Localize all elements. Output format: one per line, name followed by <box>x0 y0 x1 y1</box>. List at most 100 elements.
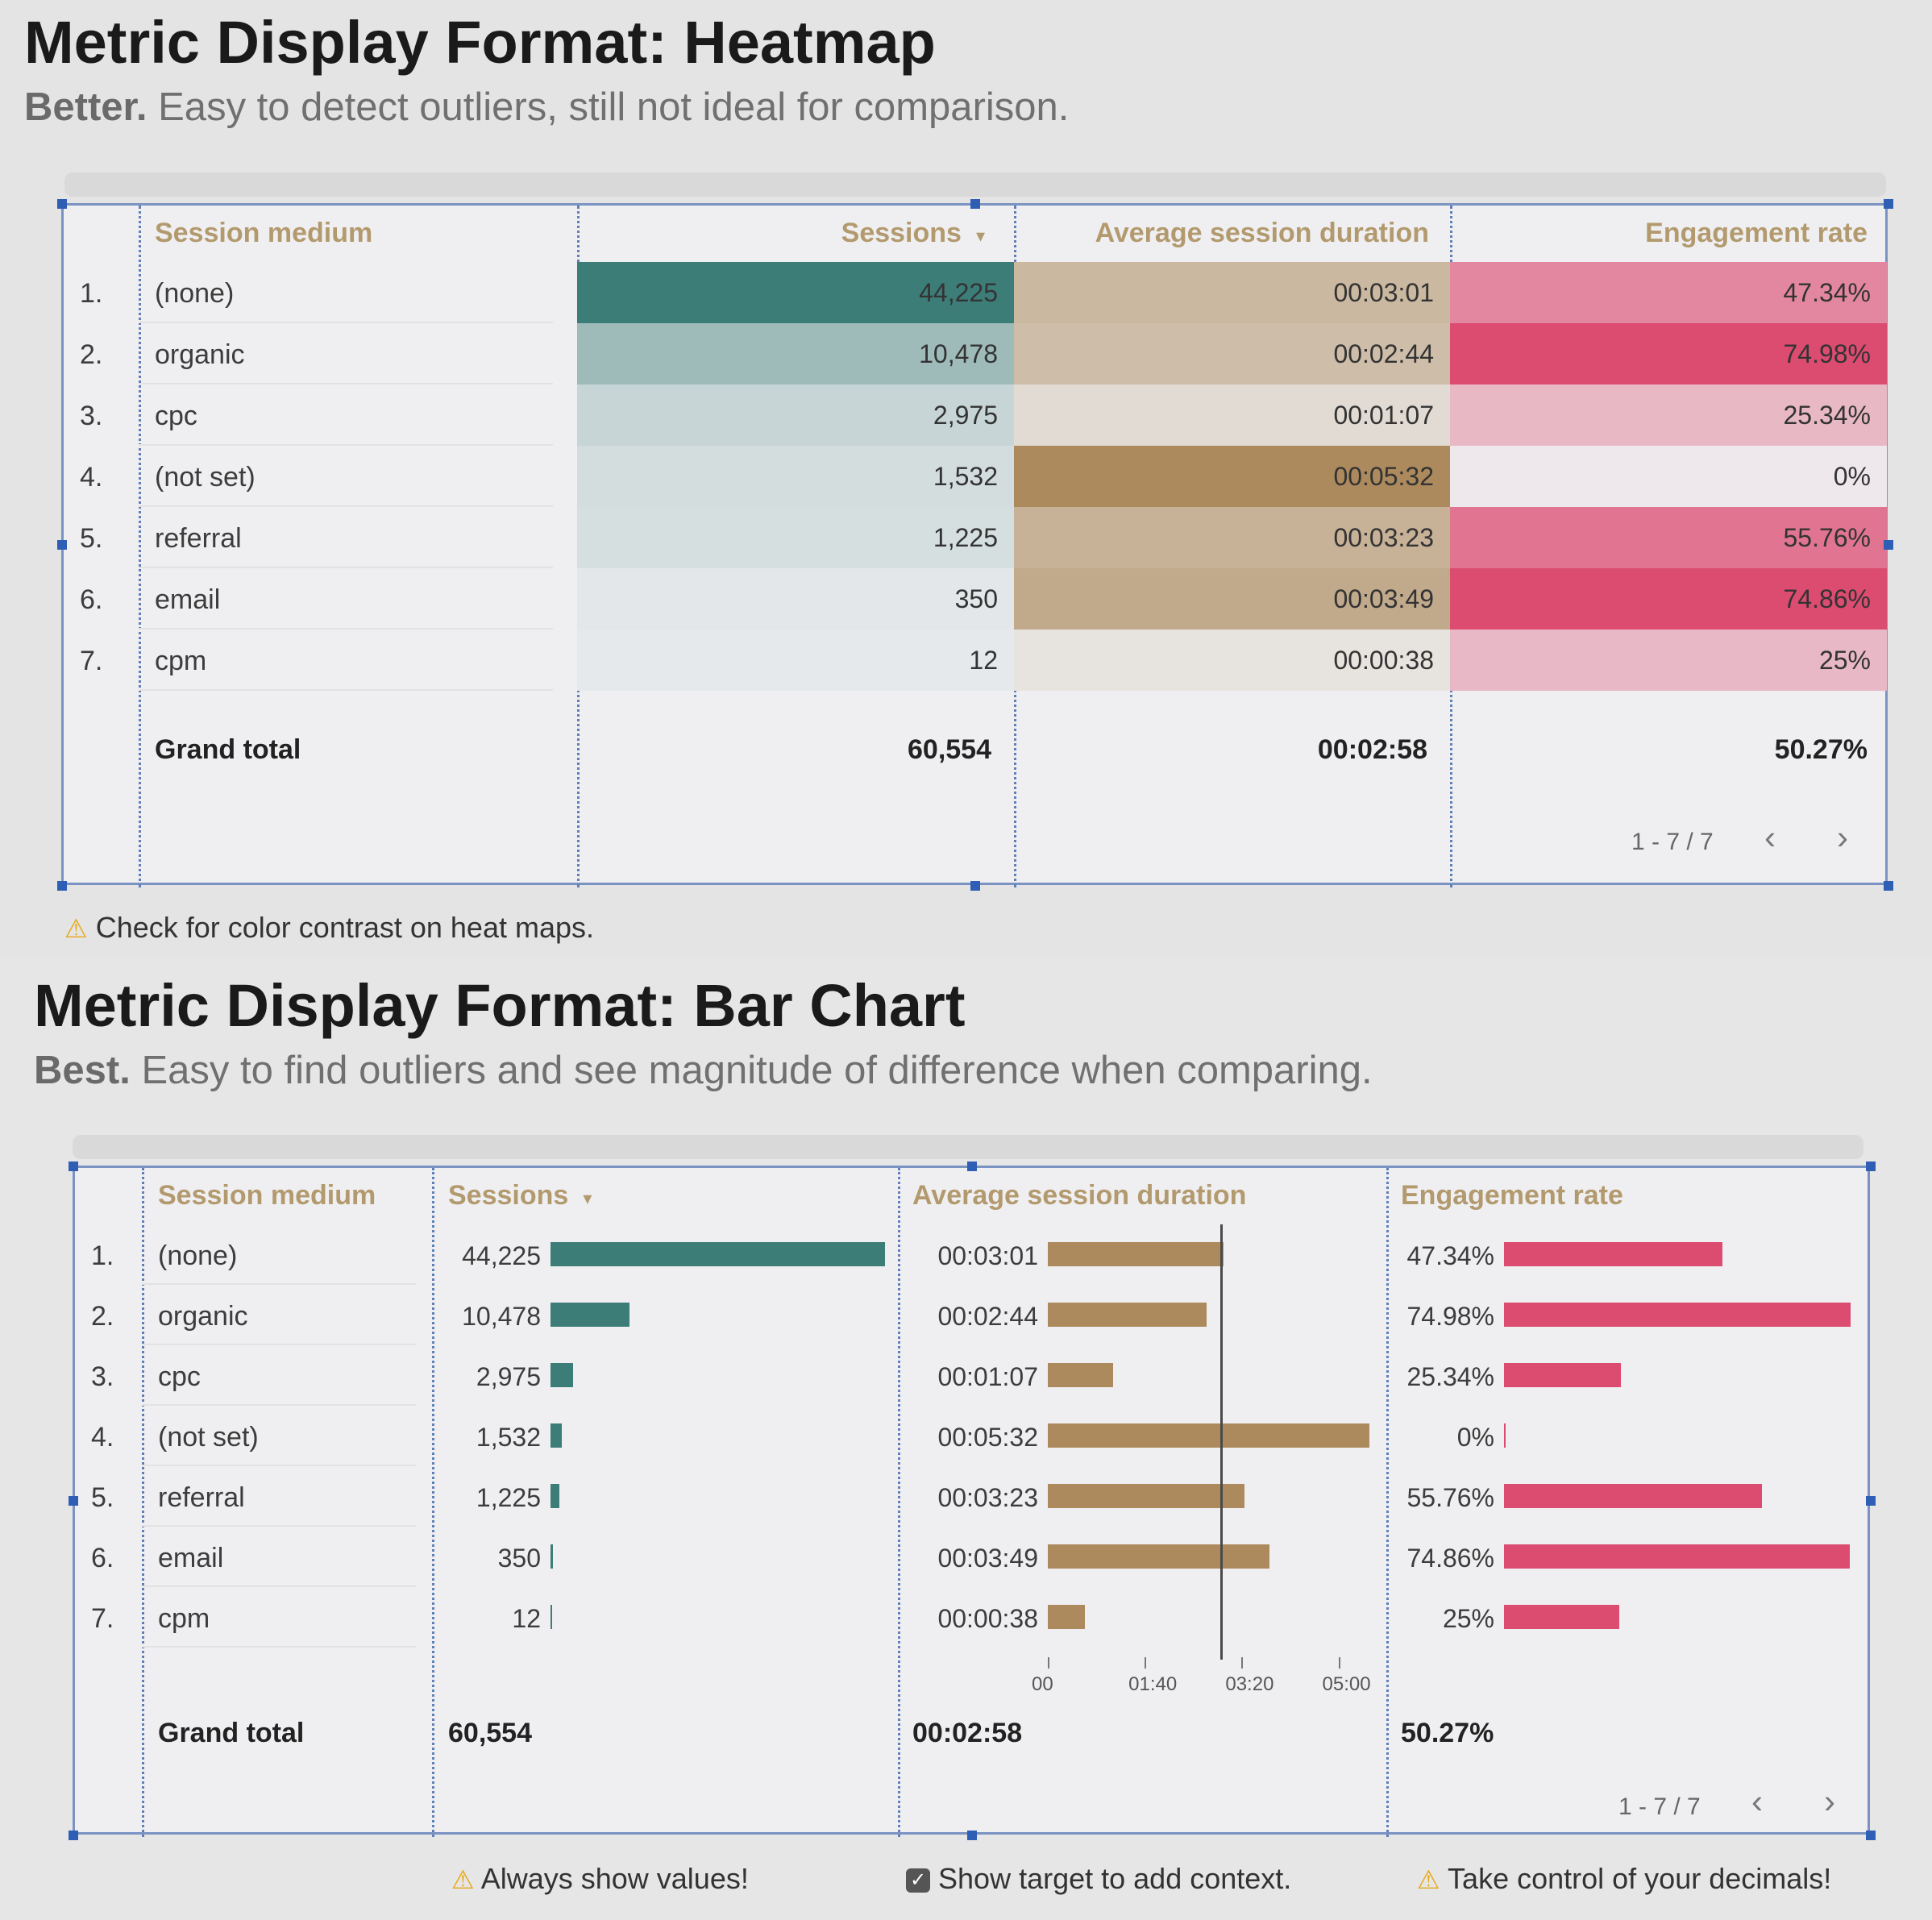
heatmap-cell-engagement[interactable]: 25% <box>1450 630 1887 691</box>
row-divider <box>139 689 553 691</box>
header-sessions[interactable]: Sessions ▾ <box>841 218 985 249</box>
heatmap-cell-duration[interactable]: 00:03:49 <box>1014 568 1450 630</box>
heatmap-cell-duration[interactable]: 00:00:38 <box>1014 630 1450 691</box>
sort-desc-icon[interactable]: ▾ <box>975 226 985 246</box>
heatmap-cell-sessions[interactable]: 44,225 <box>577 262 1014 323</box>
engagement-bar[interactable] <box>1504 1363 1622 1387</box>
header-session-medium[interactable]: Session medium <box>155 218 373 248</box>
cell-session-medium[interactable]: (not set) <box>155 462 256 492</box>
cell-session-medium[interactable]: (none) <box>158 1241 238 1271</box>
barchart-panel-resize-handle[interactable] <box>69 1162 78 1171</box>
cell-session-medium[interactable]: (none) <box>155 278 235 309</box>
barchart-panel-resize-handle[interactable] <box>1866 1496 1876 1506</box>
cell-session-medium[interactable]: (not set) <box>158 1422 259 1452</box>
engagement-bar[interactable] <box>1504 1423 1506 1448</box>
heatmap-panel-resize-handle[interactable] <box>57 881 67 891</box>
pager-prev-icon[interactable]: ‹ <box>1764 818 1776 856</box>
heatmap-cell-engagement[interactable]: 25.34% <box>1450 384 1887 446</box>
engagement-value-label: 47.34% <box>1406 1241 1494 1270</box>
heatmap-cell-duration[interactable]: 00:03:01 <box>1014 262 1450 323</box>
heatmap-cell-sessions[interactable]: 12 <box>577 630 1014 691</box>
heatmap-panel-resize-handle[interactable] <box>1884 540 1893 550</box>
cell-session-medium[interactable]: email <box>155 584 221 615</box>
sort-desc-icon[interactable]: ▾ <box>583 1188 592 1208</box>
engagement-bar[interactable] <box>1504 1484 1762 1508</box>
cell-session-medium[interactable]: organic <box>158 1301 248 1332</box>
heatmap-cell-sessions[interactable]: 2,975 <box>577 384 1014 446</box>
heatmap-subtitle-text: Easy to detect outliers, still not ideal… <box>147 85 1070 129</box>
heatmap-cell-engagement[interactable]: 74.86% <box>1450 568 1887 630</box>
sessions-bar[interactable] <box>551 1242 885 1266</box>
engagement-bar[interactable] <box>1504 1605 1620 1629</box>
heatmap-table-panel[interactable]: Session medium Sessions ▾ Average session d… <box>57 199 1893 891</box>
duration-bar[interactable] <box>1048 1605 1085 1629</box>
duration-bar[interactable] <box>1048 1544 1270 1569</box>
sessions-value-label: 10,478 <box>462 1302 541 1331</box>
duration-bar[interactable] <box>1048 1303 1207 1327</box>
header-sessions[interactable]: Sessions ▾ <box>448 1180 592 1211</box>
header-session-medium[interactable]: Session medium <box>158 1180 376 1211</box>
pager-next-icon[interactable]: › <box>1824 1782 1835 1820</box>
cell-session-medium[interactable]: cpc <box>158 1361 201 1392</box>
barchart-panel-resize-handle[interactable] <box>967 1162 977 1171</box>
heatmap-cell-engagement[interactable]: 47.34% <box>1450 262 1887 323</box>
engagement-bar[interactable] <box>1504 1242 1723 1266</box>
heatmap-cell-duration[interactable]: 00:01:07 <box>1014 384 1450 446</box>
heatmap-cell-sessions[interactable]: 350 <box>577 568 1014 630</box>
heatmap-panel-resize-handle[interactable] <box>57 199 67 209</box>
sessions-bar[interactable] <box>551 1544 554 1569</box>
cell-session-medium[interactable]: referral <box>155 523 242 554</box>
row-number: 5. <box>80 523 103 554</box>
heatmap-panel-resize-handle[interactable] <box>970 881 980 891</box>
cell-session-medium[interactable]: cpc <box>155 401 197 431</box>
sessions-bar[interactable] <box>551 1484 560 1508</box>
row-divider <box>142 1344 416 1345</box>
heatmap-cell-sessions[interactable]: 10,478 <box>577 323 1014 384</box>
barchart-panel-resize-handle[interactable] <box>69 1831 78 1840</box>
heatmap-cell-duration[interactable]: 00:02:44 <box>1014 323 1450 384</box>
heatmap-cell-engagement[interactable]: 55.76% <box>1450 507 1887 568</box>
cell-session-medium[interactable]: referral <box>158 1482 245 1513</box>
barchart-panel-resize-handle[interactable] <box>967 1831 977 1840</box>
heatmap-cell-engagement[interactable]: 74.98% <box>1450 323 1887 384</box>
heatmap-cell-duration[interactable]: 00:03:23 <box>1014 507 1450 568</box>
sessions-bar[interactable] <box>551 1423 563 1448</box>
header-avg-duration[interactable]: Average session duration <box>912 1180 1247 1211</box>
header-avg-duration[interactable]: Average session duration <box>1095 218 1429 248</box>
pager-next-icon[interactable]: › <box>1837 818 1848 856</box>
duration-bar[interactable] <box>1048 1423 1369 1448</box>
cell-session-medium[interactable]: email <box>158 1543 224 1573</box>
duration-axis-tick-label: 01:40 <box>1128 1673 1178 1695</box>
engagement-bar[interactable] <box>1504 1544 1851 1569</box>
pagination-label: 1 - 7 / 7 <box>1618 1793 1701 1820</box>
barchart-panel-resize-handle[interactable] <box>69 1496 78 1506</box>
duration-bar[interactable] <box>1048 1242 1224 1266</box>
sessions-bar[interactable] <box>551 1605 552 1629</box>
sessions-bar[interactable] <box>551 1303 630 1327</box>
barchart-panel-resize-handle[interactable] <box>1866 1831 1876 1840</box>
duration-bar[interactable] <box>1048 1484 1244 1508</box>
pager-prev-icon[interactable]: ‹ <box>1751 1782 1763 1820</box>
heatmap-panel-resize-handle[interactable] <box>970 199 980 209</box>
heatmap-panel-resize-handle[interactable] <box>1884 881 1893 891</box>
cell-session-medium[interactable]: organic <box>155 339 245 370</box>
heatmap-panel-resize-handle[interactable] <box>57 540 67 550</box>
heatmap-cell-engagement[interactable]: 0% <box>1450 446 1887 507</box>
row-divider <box>142 1404 416 1406</box>
header-engagement-rate[interactable]: Engagement rate <box>1401 1180 1623 1211</box>
barchart-title: Metric Display Format: Bar Chart <box>34 972 966 1039</box>
barchart-table-panel[interactable]: Session medium Sessions ▾ Average session d… <box>69 1162 1876 1840</box>
heatmap-cell-duration[interactable]: 00:05:32 <box>1014 446 1450 507</box>
engagement-bar[interactable] <box>1504 1303 1851 1327</box>
cell-session-medium[interactable]: cpm <box>155 646 207 676</box>
heatmap-cell-sessions[interactable]: 1,225 <box>577 507 1014 568</box>
duration-value-label: 00:01:07 <box>937 1362 1038 1391</box>
heatmap-panel-resize-handle[interactable] <box>1884 199 1893 209</box>
cell-session-medium[interactable]: cpm <box>158 1603 210 1634</box>
heatmap-cell-sessions[interactable]: 1,532 <box>577 446 1014 507</box>
duration-bar[interactable] <box>1048 1363 1113 1387</box>
sessions-bar[interactable] <box>551 1363 573 1387</box>
barchart-panel-resize-handle[interactable] <box>1866 1162 1876 1171</box>
row-number: 4. <box>91 1422 114 1452</box>
header-engagement-rate[interactable]: Engagement rate <box>1645 218 1868 248</box>
